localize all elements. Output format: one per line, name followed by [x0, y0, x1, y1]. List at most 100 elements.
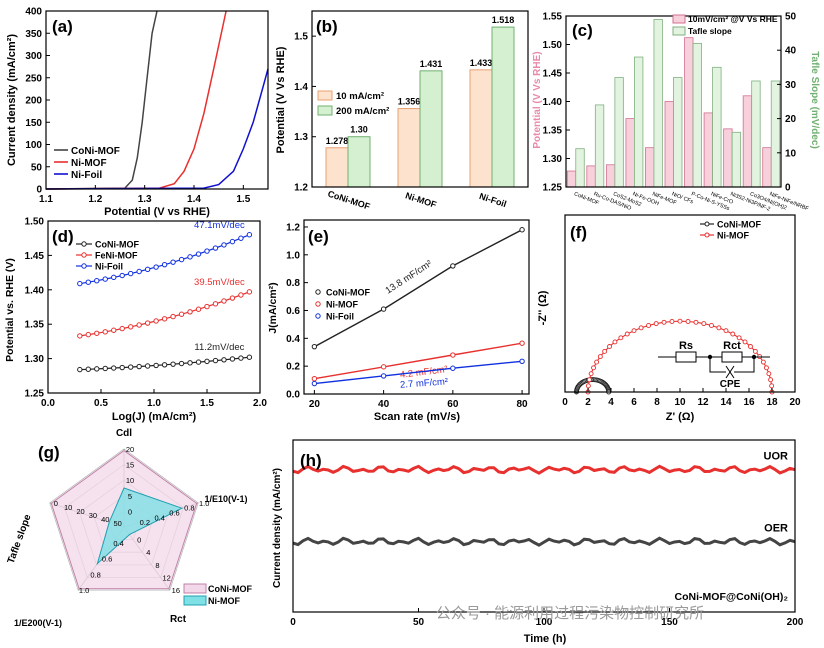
bar-coni-mof-1	[347, 136, 371, 188]
bar-ni-mof-0	[397, 108, 421, 188]
data-point	[591, 365, 596, 371]
x-tick-label: 16	[743, 397, 755, 408]
radar-tick-label: 0	[128, 507, 132, 516]
radar-tick-label: 8	[155, 561, 159, 570]
x-tick-label: 6	[631, 397, 637, 408]
category-label: Ni-MOF	[404, 190, 438, 210]
x-tick-label: 1.2	[88, 194, 102, 205]
y2-axis-label: Tafle Slope (mV/dec)	[809, 51, 820, 149]
radar-tick-label: 0	[137, 536, 141, 545]
data-point	[127, 364, 134, 370]
data-point	[624, 331, 630, 337]
data-point	[519, 340, 525, 346]
data-point	[450, 365, 456, 371]
radar-tick-label: 30	[89, 511, 97, 520]
circuit-label-rct: Rct	[723, 340, 741, 352]
radar-tick-label: 1.0	[199, 499, 209, 508]
bar-coni-mof-0	[325, 147, 349, 188]
data-point	[229, 295, 236, 301]
y2-tick-label: 40	[785, 46, 797, 57]
radar-axis-label-rct: Rct	[170, 614, 187, 625]
legend-marker	[315, 301, 321, 307]
legend-label: Ni-Foil	[95, 262, 123, 272]
bar-tafel	[653, 19, 663, 188]
data-point	[119, 272, 125, 279]
data-point	[212, 301, 219, 307]
trace-label: UOR	[764, 451, 789, 463]
x-axis-label: Z' (Ω)	[666, 411, 695, 423]
legend-label: CoNi-MOF	[208, 584, 252, 594]
y2-tick-label: 10	[785, 148, 797, 159]
x-tick-label: 1.4	[187, 194, 201, 205]
y-tick-label: 0	[36, 185, 42, 196]
data-point	[602, 348, 608, 354]
slope-annotation: 39.5mV/dec	[194, 277, 245, 288]
category-label: Ni-Foil	[478, 191, 508, 209]
legend-label: CoNi-MOF	[326, 288, 370, 298]
legend-label: Ni-MOF	[71, 158, 107, 169]
x-tick-label: 100	[536, 617, 553, 628]
y-tick-label: 1.50	[543, 40, 563, 51]
radar-tick-label: 0.8	[184, 504, 194, 513]
bar-potential	[625, 118, 635, 188]
data-point	[246, 232, 253, 238]
legend-marker	[704, 221, 710, 227]
data-point	[221, 298, 227, 304]
data-point	[136, 322, 142, 328]
x-tick-label: 80	[517, 399, 529, 410]
y-tick-label: 1.30	[543, 154, 563, 165]
data-point	[768, 377, 774, 383]
y-axis-label: J(mA/cm²)	[267, 282, 279, 333]
x-axis-label: Scan rate (mV/s)	[374, 411, 461, 423]
data-point	[760, 359, 766, 365]
data-point	[153, 362, 159, 369]
series-line-ni-mof	[45, 10, 227, 190]
data-point	[716, 325, 722, 331]
bar-potential	[723, 128, 733, 188]
data-point	[607, 344, 612, 349]
radar-tick-label: 0.6	[102, 555, 112, 564]
data-point	[170, 361, 176, 367]
x-tick-label: 10	[674, 397, 686, 408]
data-point	[380, 364, 387, 370]
x-tick-label: 4	[608, 397, 614, 408]
radar-tick-label: 0.8	[90, 570, 100, 579]
cdl-annotation: 2.7 mF/cm²	[400, 376, 449, 390]
data-point	[588, 371, 594, 377]
circuit-label-rs: Rs	[679, 340, 693, 352]
y-tick-label: 0.8	[286, 278, 300, 289]
y-tick-label: 1.25	[543, 183, 563, 194]
y-tick-label: 100	[25, 140, 42, 151]
plot-frame-b	[311, 10, 529, 188]
radar-tick-label: 0.2	[140, 518, 150, 527]
data-point	[102, 276, 108, 282]
y-tick-label: 1.0	[286, 250, 300, 261]
radar-tick-label: 1.0	[79, 586, 89, 595]
stability-trace-oer	[292, 536, 796, 547]
y-tick-label: 1.35	[543, 126, 563, 137]
x-tick-label: 40	[378, 399, 390, 410]
data-point	[677, 318, 683, 324]
bar-tafel	[712, 66, 722, 188]
plot-frame-h	[292, 439, 796, 613]
radar-tick-label: 20	[126, 445, 134, 454]
x-tick-label: 18	[766, 397, 778, 408]
legend-marker	[81, 252, 87, 258]
data-point	[136, 268, 142, 275]
data-point	[742, 339, 748, 345]
series-line-coni-mof	[45, 10, 158, 190]
legend-marker	[704, 232, 710, 238]
data-point	[586, 377, 592, 383]
bar-potential	[664, 101, 674, 188]
radar-axis-label-e200: 1/E200(V-1)	[14, 618, 62, 628]
y2-tick-label: 30	[785, 80, 797, 91]
circuit-resistor-rct	[721, 351, 743, 363]
x-tick-label: 200	[787, 617, 804, 628]
legend-label: CoNi-MOF	[717, 220, 761, 230]
series-line-ni-foil	[45, 68, 269, 190]
bar-potential	[703, 112, 713, 188]
legend-swatch	[183, 583, 207, 594]
panel-label: (h)	[300, 451, 322, 470]
bar-ni-mof-1	[419, 70, 443, 188]
data-point	[730, 331, 736, 337]
